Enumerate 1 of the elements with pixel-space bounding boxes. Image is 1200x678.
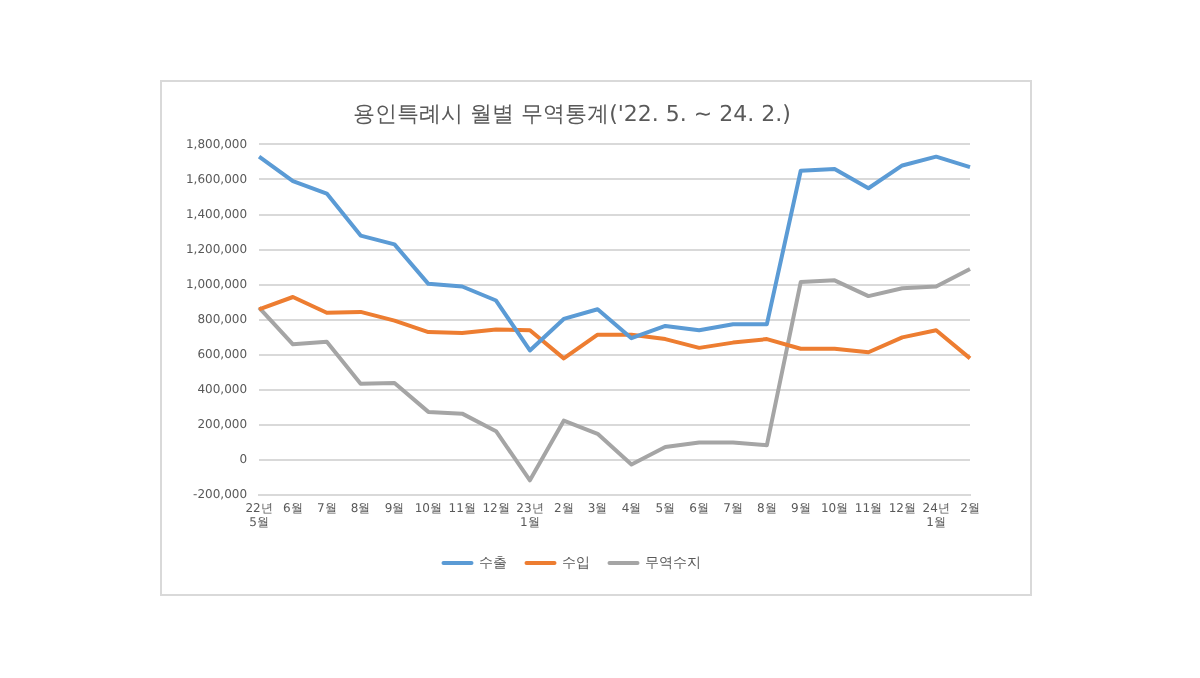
chart-title: 용인특례시 월별 무역통계('22. 5. ~ 24. 2.) [353,100,791,127]
